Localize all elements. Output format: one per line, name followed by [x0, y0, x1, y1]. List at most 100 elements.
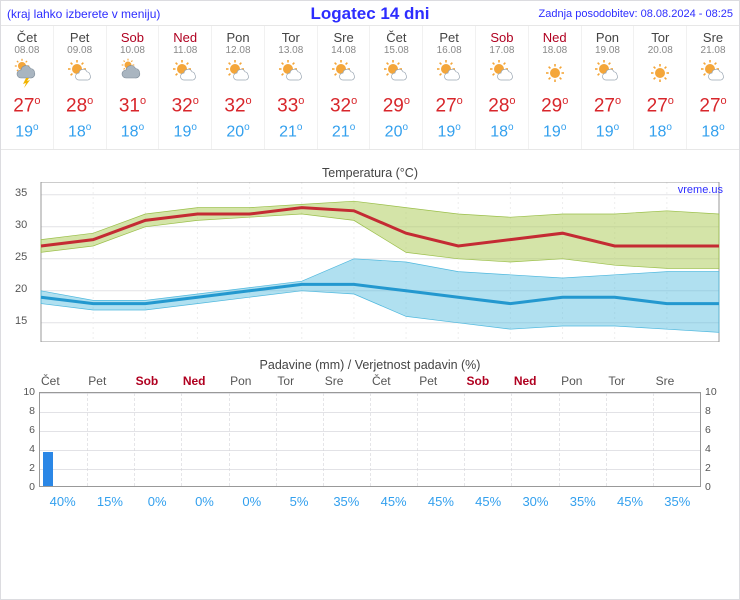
attribution: vreme.us	[678, 184, 723, 196]
ytick-label: 0	[705, 481, 727, 493]
precip-day-label: Sob	[134, 374, 181, 388]
date: 14.08	[318, 45, 370, 57]
ytick-label: 6	[13, 424, 35, 436]
low-temp: 18o	[634, 118, 686, 142]
header: (kraj lahko izberete v meniju) Logatec 1…	[1, 1, 739, 25]
day-of-week: Sre	[318, 30, 370, 45]
date: 09.08	[54, 45, 106, 57]
ytick-label: 0	[13, 481, 35, 493]
precip-day-label: Tor	[275, 374, 322, 388]
date: 16.08	[423, 45, 475, 57]
precip-day-label: Sre	[323, 374, 370, 388]
day-col: Ned11.08 32o19o	[159, 26, 212, 149]
date: 15.08	[370, 45, 422, 57]
precip-probability: 45%	[606, 494, 653, 509]
date: 11.08	[159, 45, 211, 57]
ytick-label: 10	[13, 386, 35, 398]
day-of-week: Pon	[582, 30, 634, 45]
day-col: Pet16.0827o19o	[423, 26, 476, 149]
precip-day-label: Pon	[559, 374, 606, 388]
high-temp: 33o	[265, 89, 317, 118]
low-temp: 19o	[159, 118, 211, 142]
low-temp: 18o	[54, 118, 106, 142]
day-col: Pon12.0832o20o	[212, 26, 265, 149]
precip-bar	[43, 452, 53, 485]
precip-probability: 45%	[465, 494, 512, 509]
low-temp: 20o	[370, 118, 422, 142]
date: 08.08	[1, 45, 53, 57]
day-col: Sre14.08 32o21o	[318, 26, 371, 149]
ytick-label: 2	[705, 462, 727, 474]
high-temp: 32o	[318, 89, 370, 118]
high-temp: 28o	[476, 89, 528, 118]
ytick-label: 4	[13, 443, 35, 455]
precip-day-label: Tor	[606, 374, 653, 388]
weather-icon	[54, 57, 106, 89]
ytick-label: 10	[705, 386, 727, 398]
precip-probability: 45%	[370, 494, 417, 509]
ytick-label: 30	[15, 219, 27, 231]
day-col: Čet15.0829o20o	[370, 26, 423, 149]
low-temp: 19o	[423, 118, 475, 142]
day-col: Ned18.0829o19o	[529, 26, 582, 149]
low-temp: 21o	[318, 118, 370, 142]
weather-icon	[423, 57, 475, 89]
ytick-label: 2	[13, 462, 35, 474]
weather-icon	[634, 57, 686, 89]
high-temp: 31o	[107, 89, 159, 118]
day-of-week: Sob	[107, 30, 159, 45]
precip-probability: 35%	[654, 494, 701, 509]
precip-probability: 30%	[512, 494, 559, 509]
high-temp: 27o	[582, 89, 634, 118]
low-temp: 21o	[265, 118, 317, 142]
precip-probability: 5%	[275, 494, 322, 509]
date: 13.08	[265, 45, 317, 57]
precip-chart-title: Padavine (mm) / Verjetnost padavin (%)	[1, 358, 739, 372]
high-temp: 27o	[634, 89, 686, 118]
low-temp: 18o	[107, 118, 159, 142]
ytick-label: 8	[13, 405, 35, 417]
weather-icon	[107, 57, 159, 89]
high-temp: 32o	[159, 89, 211, 118]
page-title: Logatec 14 dni	[249, 4, 491, 24]
precip-day-label: Sob	[465, 374, 512, 388]
date: 19.08	[582, 45, 634, 57]
day-of-week: Tor	[634, 30, 686, 45]
ytick-label: 4	[705, 443, 727, 455]
day-col: Tor20.08 27o18o	[634, 26, 687, 149]
weather-icon	[370, 57, 422, 89]
day-of-week: Ned	[529, 30, 581, 45]
high-temp: 29o	[370, 89, 422, 118]
day-of-week: Sob	[476, 30, 528, 45]
last-updated: Zadnja posodobitev: 08.08.2024 - 08:25	[491, 8, 733, 20]
precip-probability: 0%	[181, 494, 228, 509]
date: 10.08	[107, 45, 159, 57]
date: 20.08	[634, 45, 686, 57]
weather-icon	[1, 57, 53, 89]
high-temp: 27o	[687, 89, 739, 118]
date: 12.08	[212, 45, 264, 57]
precip-probability: 40%	[39, 494, 86, 509]
day-col: Sre21.0827o18o	[687, 26, 739, 149]
ytick-label: 35	[15, 187, 27, 199]
low-temp: 19o	[582, 118, 634, 142]
day-of-week: Pon	[212, 30, 264, 45]
high-temp: 29o	[529, 89, 581, 118]
weather-icon	[159, 57, 211, 89]
weather-icon	[687, 57, 739, 89]
days-row: Čet08.0827o19oPet09.0828o18oSob10.0831o1…	[1, 25, 739, 150]
day-col: Sob17.0828o18o	[476, 26, 529, 149]
day-of-week: Tor	[265, 30, 317, 45]
precip-day-label: Čet	[39, 374, 86, 388]
weather-icon	[582, 57, 634, 89]
precip-day-label: Ned	[512, 374, 559, 388]
weather-icon	[318, 57, 370, 89]
day-col: Čet08.0827o19o	[1, 26, 54, 149]
date: 18.08	[529, 45, 581, 57]
ytick-label: 6	[705, 424, 727, 436]
day-of-week: Sre	[687, 30, 739, 45]
ytick-label: 25	[15, 251, 27, 263]
day-of-week: Ned	[159, 30, 211, 45]
precip-probability: 35%	[323, 494, 370, 509]
day-col: Sob10.08 31o18o	[107, 26, 160, 149]
